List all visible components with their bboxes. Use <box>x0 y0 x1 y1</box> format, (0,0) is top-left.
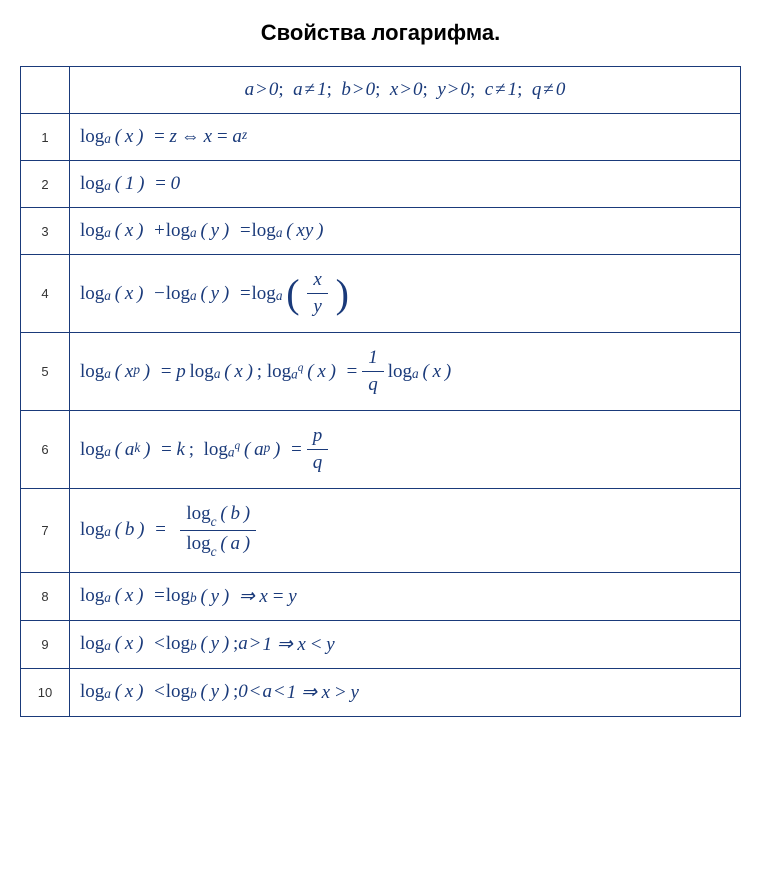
table-row: 2 loga ( 1 ) = 0 <box>21 161 741 208</box>
formula-table: a>0; a≠1; b>0; x>0; y>0; c≠1; q≠0 1 loga… <box>20 66 741 717</box>
table-row: 8 loga ( x ) = logb ( y ) ⇒ x = y <box>21 572 741 620</box>
row-number: 8 <box>21 572 70 620</box>
formula-cell: loga ( x ) = z ⇔ x = az <box>70 114 741 161</box>
formula-cell: loga ( x ) = logb ( y ) ⇒ x = y <box>70 572 741 620</box>
table-row: 7 loga ( b ) = logc ( b )logc ( a ) <box>21 489 741 573</box>
row-number: 7 <box>21 489 70 573</box>
header-empty <box>21 67 70 114</box>
row-number: 2 <box>21 161 70 208</box>
table-row: 1 loga ( x ) = z ⇔ x = az <box>21 114 741 161</box>
row-number: 3 <box>21 208 70 255</box>
formula-cell: loga ( x ) < logb ( y ) ; a>1 ⇒ x < y <box>70 620 741 668</box>
formula-cell: loga ( x ) − loga ( y ) = loga ( xy ) <box>70 255 741 333</box>
row-number: 1 <box>21 114 70 161</box>
table-row: 6 loga ( ak ) = k ; logaq ( ap ) = pq <box>21 411 741 489</box>
row-number: 5 <box>21 333 70 411</box>
formula-cell: loga ( x ) + loga ( y ) = loga ( xy ) <box>70 208 741 255</box>
formula-cell: loga ( x ) < logb ( y ) ; 0<a<1 ⇒ x > y <box>70 668 741 716</box>
formula-cell: loga ( xp ) = p loga ( x ) ; logaq ( x )… <box>70 333 741 411</box>
row-number: 9 <box>21 620 70 668</box>
row-number: 6 <box>21 411 70 489</box>
row-number: 10 <box>21 668 70 716</box>
table-row: 4 loga ( x ) − loga ( y ) = loga ( xy ) <box>21 255 741 333</box>
table-row: 9 loga ( x ) < logb ( y ) ; a>1 ⇒ x < y <box>21 620 741 668</box>
formula-cell: loga ( ak ) = k ; logaq ( ap ) = pq <box>70 411 741 489</box>
formula-cell: loga ( 1 ) = 0 <box>70 161 741 208</box>
table-row: 5 loga ( xp ) = p loga ( x ) ; logaq ( x… <box>21 333 741 411</box>
table-row: 10 loga ( x ) < logb ( y ) ; 0<a<1 ⇒ x >… <box>21 668 741 716</box>
formula-cell: loga ( b ) = logc ( b )logc ( a ) <box>70 489 741 573</box>
page-title: Свойства логарифма. <box>20 20 741 46</box>
header-conditions: a>0; a≠1; b>0; x>0; y>0; c≠1; q≠0 <box>70 67 741 114</box>
row-number: 4 <box>21 255 70 333</box>
table-row: 3 loga ( x ) + loga ( y ) = loga ( xy ) <box>21 208 741 255</box>
